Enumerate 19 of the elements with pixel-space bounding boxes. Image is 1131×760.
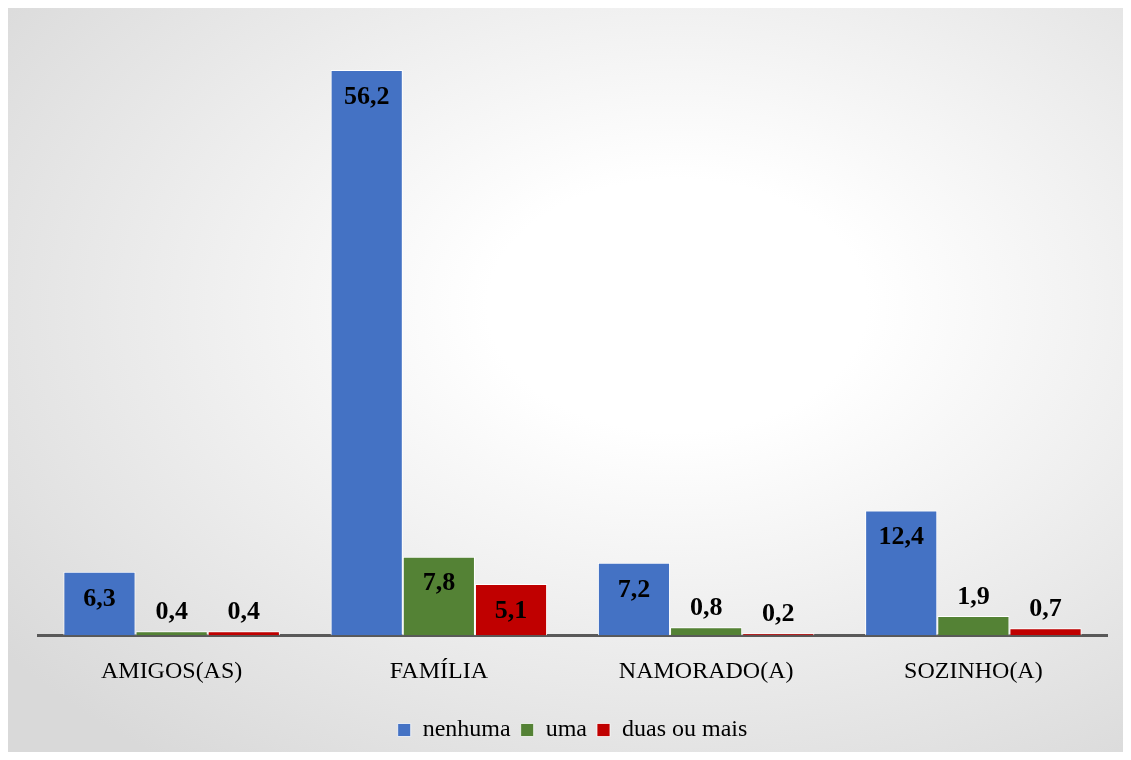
x-tick-label: AMIGOS(AS)	[100, 656, 243, 683]
data-label: 5,1	[494, 594, 528, 624]
legend-label: nenhuma	[422, 715, 512, 742]
x-tick-label: NAMORADO(A)	[618, 656, 794, 683]
data-label: 0,2	[762, 597, 795, 627]
x-tick-label: FAMÍLIA	[389, 656, 489, 683]
data-label: 0,4	[227, 595, 261, 625]
legend-label: uma	[545, 715, 588, 742]
data-label: 6,3	[83, 582, 116, 612]
data-label: 0,8	[689, 591, 723, 621]
data-label: 7,8	[422, 567, 456, 597]
data-label: 0,7	[1029, 592, 1062, 622]
data-label: 12,4	[878, 521, 924, 551]
data-label: 1,9	[957, 580, 990, 610]
data-label: 56,2	[343, 80, 390, 110]
data-label: 0,4	[155, 595, 188, 625]
x-tick-label: SOZINHO(A)	[904, 656, 1043, 683]
legend-label: duas ou mais	[621, 715, 748, 742]
data-label: 7,2	[617, 573, 651, 603]
